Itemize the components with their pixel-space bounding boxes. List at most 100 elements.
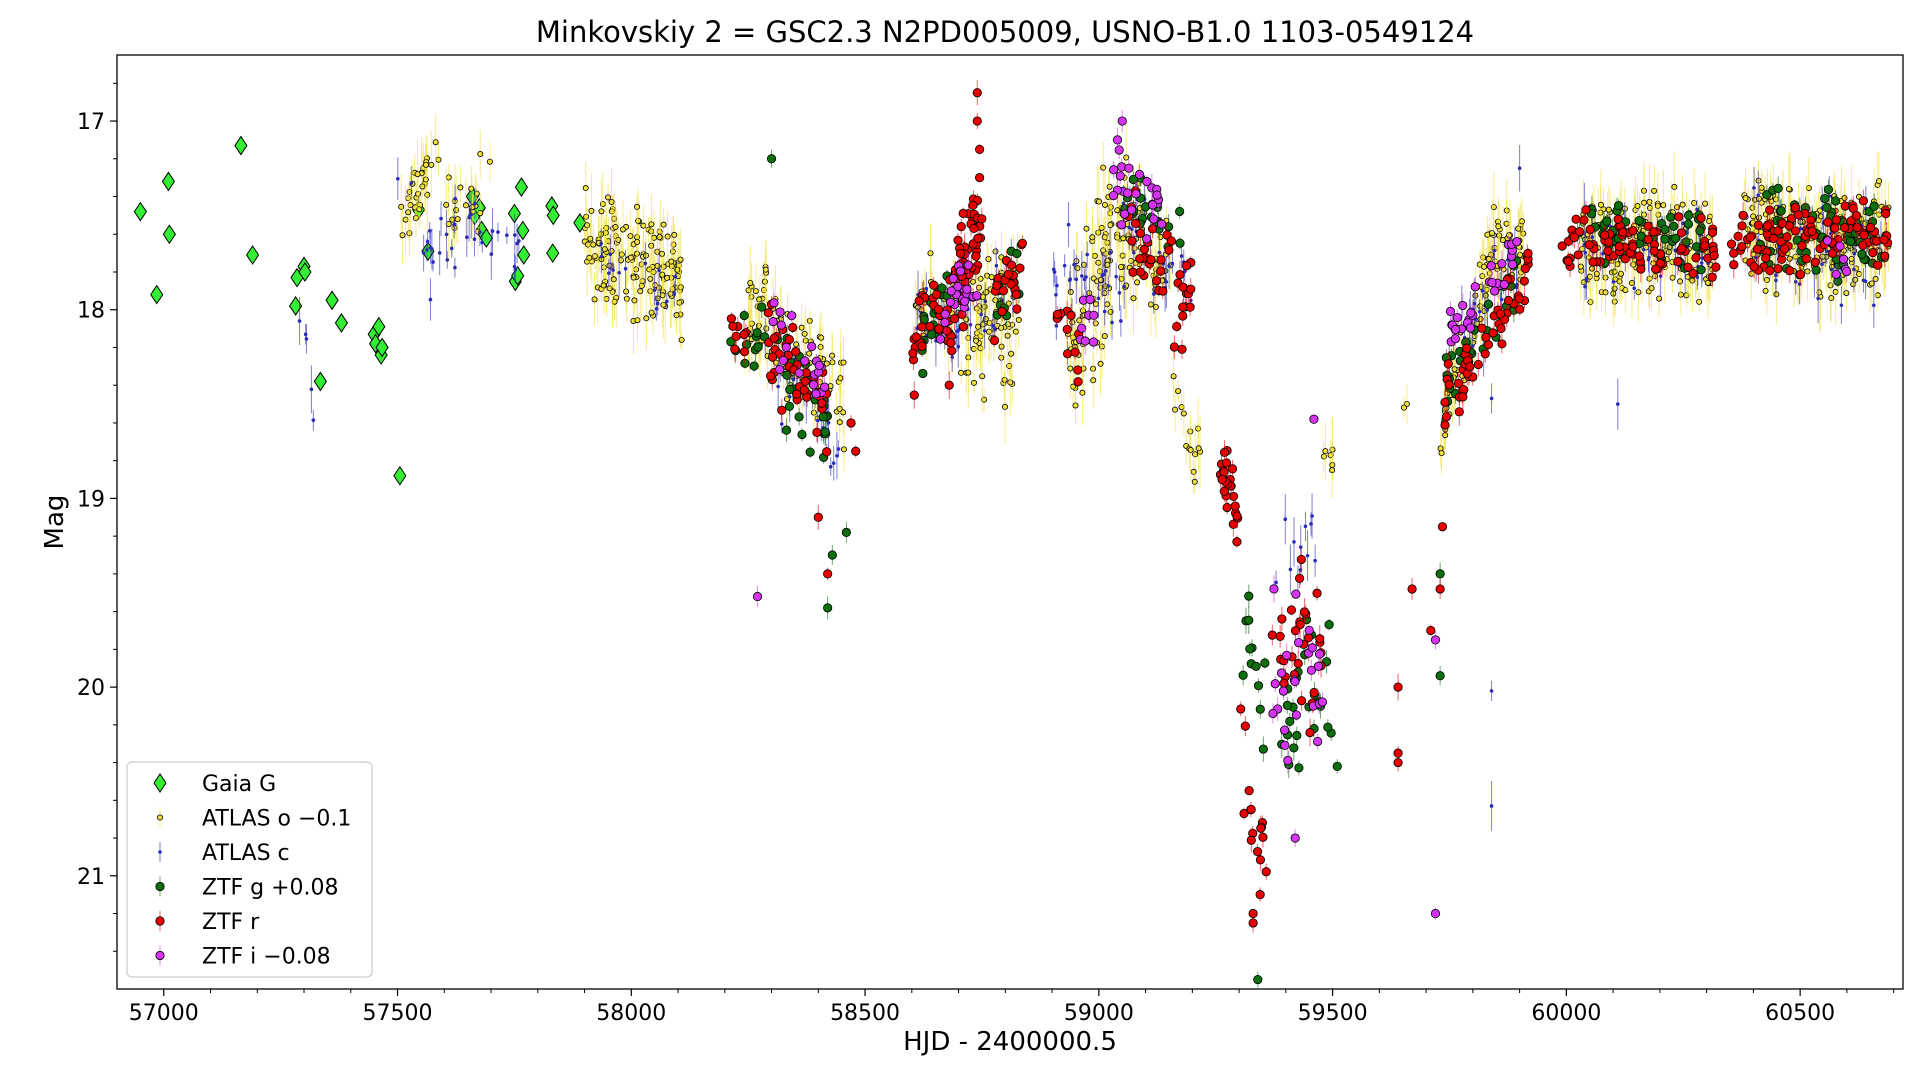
point-series-2: [517, 239, 521, 243]
point-series-4: [1232, 537, 1242, 547]
point-series-4: [1393, 682, 1403, 692]
point-series-1: [1656, 295, 1663, 302]
point-series-2: [512, 264, 517, 269]
point-series-2: [655, 301, 660, 306]
x-axis: 57000 57500 58000 58500 59000 59500 60000 60500: [129, 989, 1895, 1026]
point-series-5: [1124, 163, 1134, 173]
point-series-2: [1489, 689, 1494, 693]
point-series-3: [1665, 212, 1676, 222]
point-series-4: [1729, 260, 1739, 270]
point-series-5: [1314, 649, 1325, 659]
point-series-5: [1142, 234, 1152, 244]
point-series-4: [1151, 276, 1162, 286]
x-tick-label: 59000: [1064, 1001, 1134, 1026]
point-series-2: [1298, 545, 1303, 549]
point-series-3: [1332, 761, 1342, 771]
point-series-4: [1435, 584, 1445, 594]
point-series-4: [1293, 658, 1303, 669]
point-series-2: [409, 181, 414, 185]
point-series-4: [1135, 228, 1145, 238]
point-series-4: [1614, 241, 1624, 252]
point-series-4: [763, 308, 773, 318]
point-series-3: [937, 283, 947, 293]
point-series-4: [1749, 262, 1759, 272]
point-series-5: [1430, 908, 1441, 919]
point-series-2: [1152, 292, 1156, 296]
point-series-4: [975, 144, 985, 154]
point-series-5: [808, 380, 819, 390]
point-series-4: [1454, 407, 1464, 417]
point-series-1: [1602, 289, 1609, 296]
point-series-5: [1089, 310, 1099, 320]
point-series-4: [813, 512, 823, 522]
point-series-2: [1054, 293, 1058, 297]
point-series-5: [1109, 165, 1119, 175]
point-series-1: [1117, 263, 1124, 270]
legend-marker: [158, 850, 162, 854]
point-series-1: [1832, 288, 1839, 295]
point-series-2: [1499, 297, 1504, 302]
point-series-2: [421, 251, 426, 255]
point-series-2: [1793, 279, 1798, 284]
point-series-1: [600, 282, 607, 289]
point-series-4: [1267, 630, 1277, 640]
point-series-1: [1083, 225, 1090, 232]
point-series-2: [1477, 309, 1482, 314]
legend-label: ZTF g +0.08: [202, 876, 339, 901]
point-series-4: [1015, 263, 1025, 273]
point-series-1: [677, 256, 684, 263]
point-series-4: [968, 200, 978, 210]
point-series-2: [983, 299, 988, 304]
point-series-5: [1508, 259, 1518, 269]
point-series-4: [958, 322, 968, 332]
point-series-1: [590, 241, 597, 248]
point-series-2: [1119, 319, 1123, 323]
point-series-5: [1512, 237, 1522, 247]
point-series-1: [1804, 268, 1811, 275]
point-series-4: [1585, 224, 1595, 235]
point-series-5: [1268, 708, 1278, 719]
point-series-4: [1440, 397, 1450, 407]
point-series-4: [728, 321, 738, 331]
point-series-4: [784, 334, 794, 345]
point-series-4: [944, 380, 954, 390]
point-series-1: [435, 156, 442, 163]
point-series-5: [768, 317, 778, 327]
point-series-3: [1324, 620, 1334, 630]
point-series-1: [971, 379, 978, 386]
point-series-5: [769, 298, 779, 308]
point-series-3: [818, 412, 828, 422]
point-series-3: [1253, 681, 1264, 691]
point-series-1: [615, 236, 622, 243]
point-series-4: [1634, 251, 1644, 261]
point-series-2: [1492, 248, 1497, 253]
legend-label: ZTF i −0.08: [202, 945, 331, 970]
point-series-2: [515, 241, 519, 246]
point-series-3: [797, 429, 807, 440]
point-series-5: [1293, 637, 1304, 648]
point-series-1: [1489, 230, 1496, 237]
point-series-2: [1852, 267, 1856, 272]
point-series-5: [960, 296, 970, 306]
point-series-4: [1169, 342, 1179, 352]
point-series-4: [917, 341, 927, 351]
point-series-2: [1130, 227, 1134, 231]
point-series-1: [1015, 316, 1022, 323]
point-series-3: [785, 385, 795, 395]
point-series-2: [1274, 580, 1278, 585]
point-series-2: [425, 239, 430, 244]
point-series-4: [917, 322, 927, 332]
point-series-4: [730, 344, 740, 354]
point-series-4: [1873, 260, 1883, 270]
point-series-1: [793, 341, 800, 348]
point-series-1: [656, 233, 663, 240]
point-series-1: [806, 317, 813, 324]
point-series-1: [591, 296, 598, 303]
point-series-4: [1674, 212, 1684, 222]
point-series-4: [766, 371, 776, 381]
point-series-4: [1588, 257, 1598, 267]
chart-title: Minkovskiy 2 = GSC2.3 N2PD005009, USNO-B…: [536, 15, 1474, 49]
point-series-1: [587, 235, 594, 242]
point-series-4: [1437, 522, 1448, 532]
point-series-2: [1283, 517, 1288, 522]
